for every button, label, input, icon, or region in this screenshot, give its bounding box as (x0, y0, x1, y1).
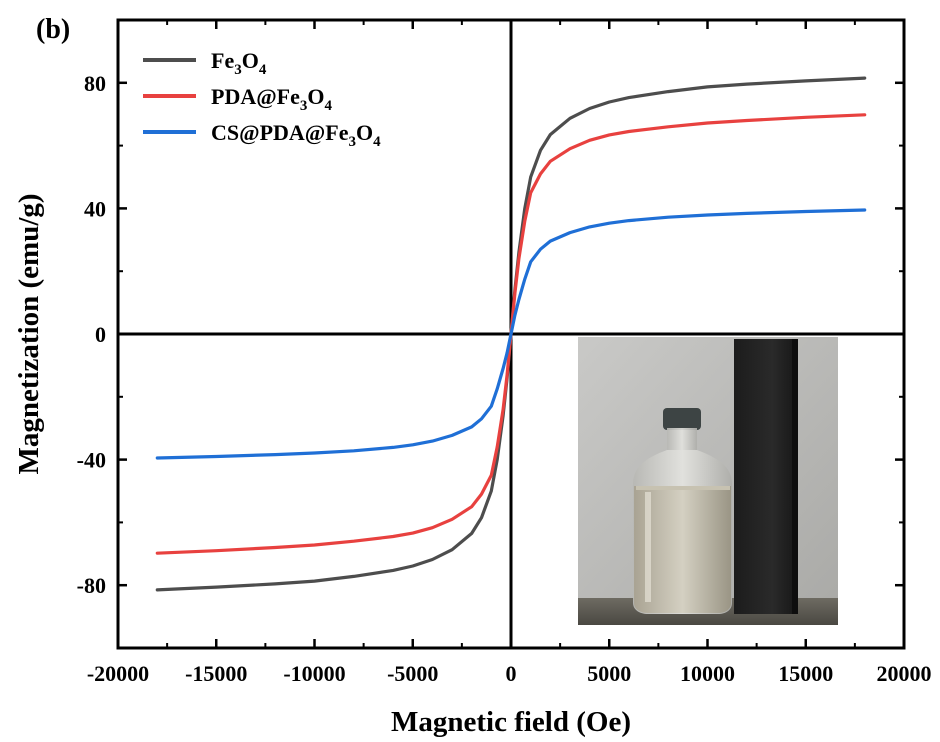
y-tick-label: -80 (77, 573, 106, 598)
y-tick-label: -40 (77, 448, 106, 473)
x-tick-label: -5000 (387, 661, 438, 686)
series-line-3 (155, 208, 867, 460)
legend-label: Fe3O4 (211, 48, 267, 78)
legend-label: PDA@Fe3O4 (211, 84, 333, 114)
y-tick-label: 0 (95, 322, 106, 347)
x-tick-label: -20000 (87, 661, 149, 686)
x-tick-label: -15000 (185, 661, 247, 686)
axis-ticks: -20000 -15000 -10000 -5000 0 5000 10000 15000 20… (77, 20, 932, 686)
magnet-image (734, 339, 798, 614)
x-tick-label: 5000 (587, 661, 631, 686)
x-axis-title: Magnetic field (Oe) (391, 706, 631, 738)
x-tick-label: -10000 (283, 661, 345, 686)
y-tick-label: 40 (84, 196, 106, 221)
series-lines (155, 76, 867, 592)
x-tick-label: 10000 (680, 661, 735, 686)
legend: Fe3O4 PDA@Fe3O4 CS@PDA@Fe3O4 (143, 48, 381, 150)
vial-image (633, 408, 732, 614)
x-tick-label: 15000 (778, 661, 833, 686)
x-tick-label: 0 (506, 661, 517, 686)
y-axis-title: Magnetization (emu/g) (13, 193, 45, 474)
y-tick-label: 80 (84, 71, 106, 96)
panel-label: (b) (36, 14, 70, 45)
inset-photo (578, 337, 838, 625)
x-tick-label: 20000 (877, 661, 932, 686)
legend-label: CS@PDA@Fe3O4 (211, 120, 381, 150)
